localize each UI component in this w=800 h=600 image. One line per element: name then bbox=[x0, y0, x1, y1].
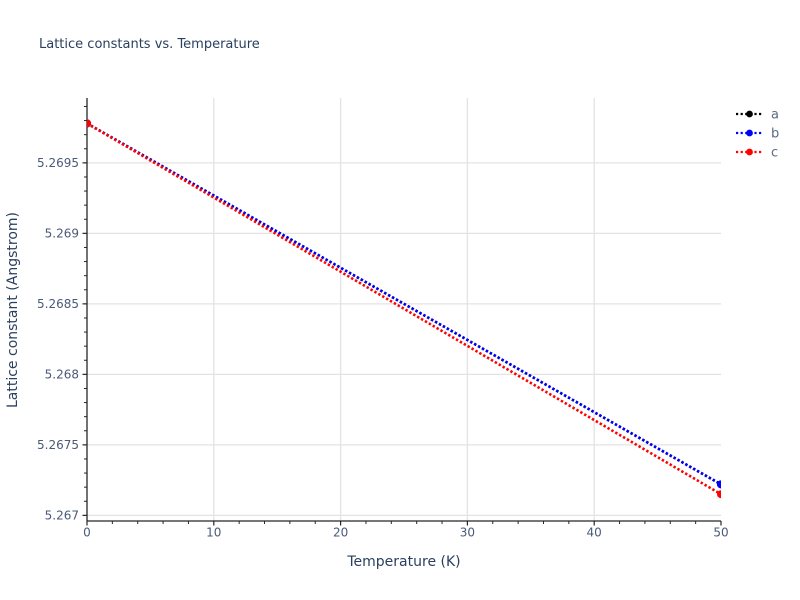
x-tick-label: 30 bbox=[460, 525, 475, 539]
x-tick-label: 20 bbox=[333, 525, 348, 539]
x-tick-label: 40 bbox=[587, 525, 602, 539]
legend-label: a bbox=[771, 107, 779, 122]
y-tick-label: 5.269 bbox=[45, 226, 79, 240]
y-tick-label: 5.2695 bbox=[37, 156, 79, 170]
legend-label: b bbox=[771, 126, 779, 141]
y-tick-label: 5.267 bbox=[45, 508, 79, 522]
legend-item-a: a bbox=[736, 107, 779, 122]
legend-marker bbox=[746, 148, 753, 156]
gridlines bbox=[87, 98, 721, 521]
legend: abc bbox=[736, 107, 779, 160]
axes bbox=[86, 98, 721, 522]
ticks bbox=[82, 105, 722, 526]
x-tick-label: 0 bbox=[83, 525, 91, 539]
legend-item-c: c bbox=[736, 145, 778, 160]
series-line-c bbox=[87, 122, 721, 496]
series-marker-c bbox=[717, 490, 721, 499]
chart-title: Lattice constants vs. Temperature bbox=[39, 37, 260, 52]
series-marker-b bbox=[717, 480, 721, 489]
y-tick-label: 5.2675 bbox=[37, 438, 79, 452]
x-axis-label: Temperature (K) bbox=[347, 554, 461, 570]
x-tick-label: 10 bbox=[206, 525, 221, 539]
x-tick-label: 50 bbox=[713, 525, 728, 539]
y-tick-label: 5.2685 bbox=[37, 297, 79, 311]
tick-labels: 0 10 20 30 40 50 5.267 5.2675 5.268 5.2685 5.269 5.… bbox=[37, 156, 729, 539]
series-group bbox=[87, 119, 721, 499]
legend-marker bbox=[746, 110, 753, 118]
y-tick-label: 5.268 bbox=[45, 367, 79, 381]
legend-item-b: b bbox=[736, 126, 779, 141]
legend-label: c bbox=[771, 145, 778, 160]
legend-marker bbox=[746, 129, 753, 137]
series-marker-c bbox=[87, 119, 91, 128]
y-axis-label: Lattice constant (Angstrom) bbox=[5, 211, 21, 409]
series-line-b bbox=[87, 122, 721, 486]
